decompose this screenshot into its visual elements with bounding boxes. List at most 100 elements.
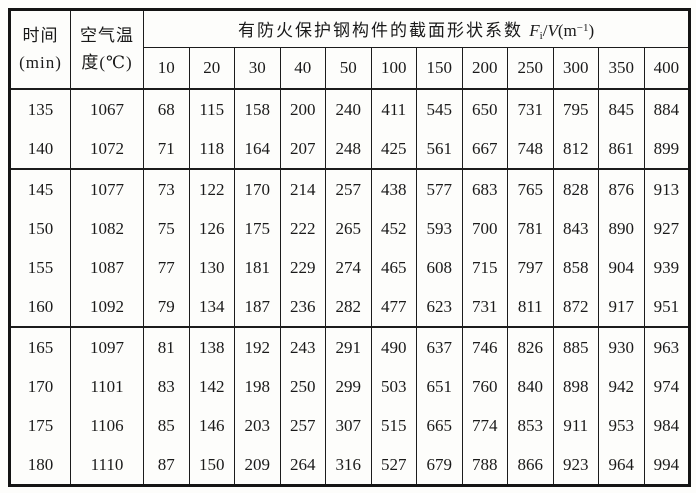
coefficient-cell: 282 [325, 287, 372, 327]
coefficient-cell: 150 [188, 445, 235, 486]
temp-cell: 1072 [70, 129, 144, 169]
coefficient-cell: 316 [325, 445, 372, 486]
coefficient-cell: 840 [507, 367, 554, 406]
coefficient-cell: 438 [370, 168, 417, 209]
coefficient-cell: 939 [643, 248, 691, 287]
coefficient-cell: 731 [507, 89, 554, 129]
coefficient-cell: 899 [643, 129, 691, 169]
coefficient-cell: 885 [552, 326, 599, 367]
time-cell: 145 [9, 168, 71, 209]
table-body: 135 1067 68 115 158 200 240 411 545 650 731 795 845 8… [9, 89, 691, 486]
coefficient-cell: 198 [234, 367, 281, 406]
time-cell: 170 [9, 367, 71, 406]
coefficient-cell: 577 [416, 168, 463, 209]
coefficient-cell: 79 [143, 287, 190, 327]
time-cell: 160 [9, 287, 71, 327]
coefficient-cell: 126 [188, 209, 235, 248]
coefficient-cell: 115 [188, 89, 235, 129]
coefficient-cell: 222 [279, 209, 326, 248]
coefficient-cell: 490 [370, 326, 417, 367]
coefficient-cell: 866 [507, 445, 554, 486]
coefficient-cell: 964 [598, 445, 645, 486]
coefficient-cell: 679 [416, 445, 463, 486]
coefficient-cell: 250 [279, 367, 326, 406]
coefficient-cell: 872 [552, 287, 599, 327]
coefficient-cell: 923 [552, 445, 599, 486]
coefficient-cell: 884 [643, 89, 691, 129]
coefficient-cell: 71 [143, 129, 190, 169]
coefficient-cell: 593 [416, 209, 463, 248]
coefficient-cell: 561 [416, 129, 463, 169]
coefficient-cell: 797 [507, 248, 554, 287]
coefficient-cell: 130 [188, 248, 235, 287]
coefficient-column-header: 50 [325, 47, 372, 90]
coefficient-cell: 774 [461, 406, 508, 445]
table-row: 140 1072 71 118 164 207 248 425 561 667 748 812 861 8… [9, 129, 691, 169]
temp-cell: 1106 [70, 406, 144, 445]
temp-cell: 1101 [70, 367, 144, 406]
temp-cell: 1077 [70, 168, 144, 209]
coefficient-cell: 203 [234, 406, 281, 445]
coefficient-cell: 911 [552, 406, 599, 445]
coefficient-cell: 299 [325, 367, 372, 406]
coefficient-cell: 700 [461, 209, 508, 248]
coefficient-cell: 942 [598, 367, 645, 406]
coefficient-cell: 452 [370, 209, 417, 248]
coefficient-cell: 974 [643, 367, 691, 406]
coefficient-cell: 142 [188, 367, 235, 406]
coefficient-cell: 637 [416, 326, 463, 367]
coefficient-cell: 765 [507, 168, 554, 209]
formula-slash: / [542, 21, 548, 40]
fire-protection-coefficient-table: 时间 (min) 空气温 度(℃) 有防火保护钢构件的截面形状系数 Fi/V(m… [8, 8, 692, 487]
coefficient-cell: 760 [461, 367, 508, 406]
coefficient-formula: Fi/V(m−1) [529, 21, 595, 42]
formula-open-paren: (m [557, 21, 577, 40]
coefficient-cell: 192 [234, 326, 281, 367]
header-row-main: 时间 (min) 空气温 度(℃) 有防火保护钢构件的截面形状系数 Fi/V(m… [9, 9, 691, 90]
temp-cell: 1087 [70, 248, 144, 287]
time-cell: 155 [9, 248, 71, 287]
coefficient-cell: 876 [598, 168, 645, 209]
coefficient-cell: 861 [598, 129, 645, 169]
coefficient-cell: 164 [234, 129, 281, 169]
temp-cell: 1110 [70, 445, 144, 486]
coefficient-title-header: 有防火保护钢构件的截面形状系数 Fi/V(m−1) [142, 9, 691, 48]
coefficient-title-text: 有防火保护钢构件的截面形状系数 [238, 21, 530, 40]
coefficient-cell: 845 [598, 89, 645, 129]
table-row: 155 1087 77 130 181 229 274 465 608 715 797 858 904 9… [9, 248, 691, 287]
coefficient-column-header: 350 [598, 47, 645, 90]
formula-F: F [529, 21, 540, 40]
coefficient-cell: 257 [325, 168, 372, 209]
coefficient-cell: 665 [416, 406, 463, 445]
coefficient-cell: 828 [552, 168, 599, 209]
coefficient-cell: 214 [279, 168, 326, 209]
coefficient-cell: 75 [143, 209, 190, 248]
coefficient-cell: 527 [370, 445, 417, 486]
coefficient-cell: 904 [598, 248, 645, 287]
coefficient-cell: 187 [234, 287, 281, 327]
time-header-line2: (min) [19, 52, 62, 72]
coefficient-cell: 477 [370, 287, 417, 327]
temp-cell: 1092 [70, 287, 144, 327]
coefficient-cell: 265 [325, 209, 372, 248]
coefficient-cell: 81 [143, 326, 190, 367]
coefficient-cell: 274 [325, 248, 372, 287]
coefficient-cell: 122 [188, 168, 235, 209]
coefficient-cell: 264 [279, 445, 326, 486]
coefficient-cell: 913 [643, 168, 691, 209]
coefficient-cell: 650 [461, 89, 508, 129]
coefficient-column-header: 400 [643, 47, 691, 90]
table-row: 180 1110 87 150 209 264 316 527 679 788 866 923 964 9… [9, 445, 691, 486]
coefficient-cell: 623 [416, 287, 463, 327]
formula-V: V [547, 21, 558, 40]
coefficient-cell: 843 [552, 209, 599, 248]
time-cell: 165 [9, 326, 71, 367]
coefficient-cell: 146 [188, 406, 235, 445]
formula-close-paren: ) [588, 21, 595, 40]
temp-cell: 1082 [70, 209, 144, 248]
coefficient-cell: 207 [279, 129, 326, 169]
coefficient-column-header: 300 [552, 47, 599, 90]
coefficient-cell: 68 [143, 89, 190, 129]
coefficient-cell: 984 [643, 406, 691, 445]
